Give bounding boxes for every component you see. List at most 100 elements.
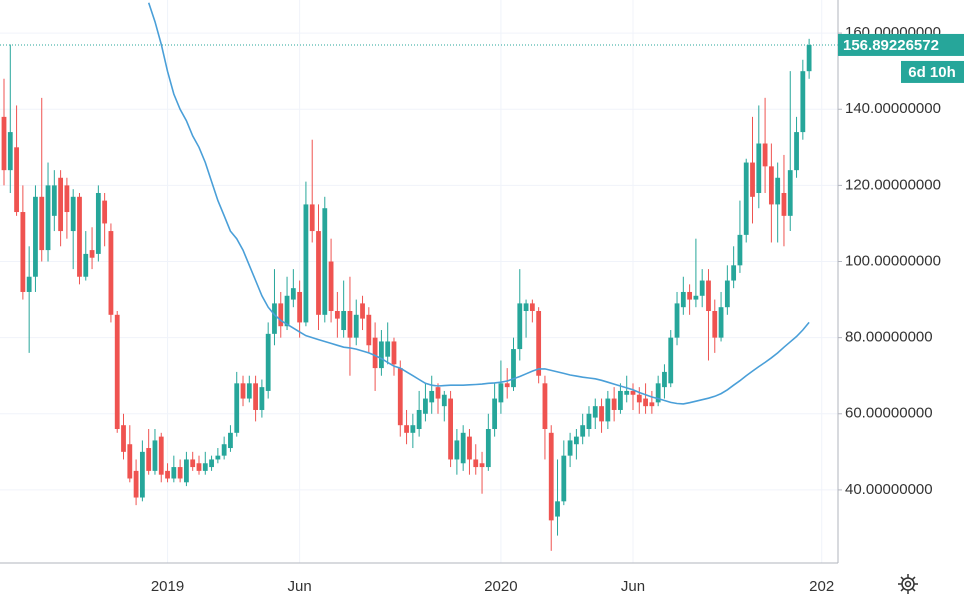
settings-icon[interactable] (898, 574, 918, 594)
candle-body (14, 147, 19, 213)
candle-body (756, 143, 762, 193)
candle-body (649, 402, 655, 407)
candle-body (39, 196, 45, 251)
candle-body (152, 440, 158, 471)
candle-body (26, 276, 32, 292)
candle-body (561, 455, 567, 502)
candle-body (416, 409, 422, 430)
candle-body (511, 349, 516, 388)
candle-body (775, 177, 781, 205)
candle-body (158, 436, 164, 475)
candle-body (467, 436, 472, 460)
candle-body (630, 390, 636, 395)
candle-body (284, 295, 290, 327)
candle-body (605, 398, 611, 422)
candle-body (379, 341, 384, 369)
candle-body (624, 390, 630, 395)
last-price-label: 156.89226572 (843, 37, 939, 54)
candle-body (800, 71, 806, 133)
candle-body (328, 261, 334, 312)
candle-body (655, 383, 661, 403)
candle-body (699, 280, 705, 296)
y-tick-label: 100.00000000 (845, 252, 941, 269)
candle-body (77, 196, 82, 277)
candle-body (177, 467, 183, 479)
candle-body (51, 185, 57, 216)
candle-body (341, 311, 347, 331)
candle-body (95, 192, 101, 254)
candle-body (555, 501, 560, 517)
x-tick-label: Jun (288, 578, 312, 595)
candle-body (573, 436, 579, 445)
candle-body (768, 166, 774, 205)
candle-body (171, 467, 177, 479)
candle-body (492, 398, 498, 430)
candle-body (794, 132, 799, 171)
candle-body (353, 314, 359, 338)
candle-body (347, 311, 353, 338)
candle-body (190, 459, 196, 468)
candle-body (706, 280, 711, 312)
candle-body (680, 291, 686, 308)
candle-body (599, 406, 604, 422)
candle-body (290, 288, 296, 300)
candle-body (687, 291, 693, 300)
candle-body (674, 303, 680, 338)
grid (0, 0, 838, 563)
candle-body (334, 311, 340, 319)
candle-body (718, 307, 724, 338)
candle-body (146, 448, 152, 471)
candle-body (221, 444, 227, 456)
candle-body (567, 440, 573, 456)
candle-body (240, 383, 246, 399)
candle-body (693, 295, 699, 300)
candle-body (127, 444, 133, 479)
y-tick-label: 60.00000000 (845, 405, 933, 422)
candle-body (228, 432, 233, 449)
y-tick-label: 80.00000000 (845, 329, 933, 346)
candle-body (297, 291, 303, 323)
candle-body (586, 413, 592, 430)
candle-body (45, 185, 51, 251)
candle-body (542, 383, 548, 430)
countdown-label: 6d 10h (908, 64, 956, 81)
y-tick-label: 40.00000000 (845, 481, 933, 498)
candle-body (20, 212, 26, 292)
candle-body (441, 394, 447, 407)
candle-body (139, 451, 145, 498)
candle-body (404, 425, 409, 433)
candle-body (737, 234, 743, 266)
candle-body (429, 390, 435, 403)
candle-body (58, 177, 64, 232)
moving-average-line (147, 2, 810, 405)
candle-body (473, 459, 479, 468)
candle-body (643, 398, 648, 407)
candle-body (385, 341, 391, 357)
candle-body (548, 432, 554, 521)
candle-body (781, 192, 787, 216)
candle-body (662, 371, 667, 388)
candle-body (611, 398, 617, 410)
candle-body (1, 116, 7, 171)
candle-body (184, 459, 189, 483)
candle-body (724, 280, 730, 308)
candle-body (83, 253, 89, 277)
candle-body (806, 44, 812, 72)
candle-body (209, 459, 214, 468)
plot-area (0, 2, 838, 551)
y-tick-label: 140.00000000 (845, 100, 941, 117)
candle-body (196, 463, 202, 471)
candle-body (7, 132, 13, 171)
x-tick-label: 202 (809, 578, 834, 595)
candle-body (391, 341, 397, 365)
candle-body (636, 394, 642, 403)
candle-body (316, 231, 321, 315)
x-tick-label: 2020 (484, 578, 517, 595)
candle-body (259, 387, 265, 410)
candle-body (372, 337, 378, 369)
candle-body (278, 303, 284, 327)
candle-body (360, 303, 365, 319)
candle-body (322, 208, 328, 315)
x-tick-label: Jun (621, 578, 645, 595)
